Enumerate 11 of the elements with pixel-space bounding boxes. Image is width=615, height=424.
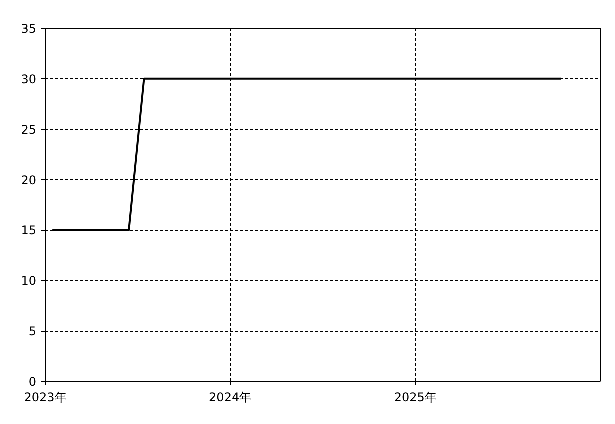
x-tick-label: 2024年 (209, 390, 252, 404)
y-tick-label: 10 (21, 274, 37, 288)
y-tick-label: 0 (28, 375, 37, 389)
x-tick-label: 2025年 (394, 390, 437, 404)
y-tick-label: 35 (21, 22, 37, 36)
y-tick-label: 20 (21, 173, 37, 188)
x-tick-label: 2023年 (24, 390, 67, 404)
y-tick-label: 30 (21, 72, 37, 86)
y-tick-label: 5 (28, 324, 37, 339)
y-tick-label: 25 (21, 122, 37, 137)
y-tick-label: 15 (21, 224, 37, 238)
